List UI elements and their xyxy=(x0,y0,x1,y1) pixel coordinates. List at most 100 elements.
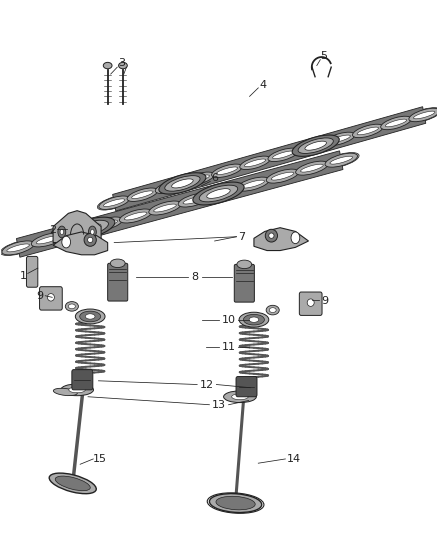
Ellipse shape xyxy=(353,124,383,138)
Ellipse shape xyxy=(49,473,96,494)
Ellipse shape xyxy=(177,192,212,208)
Ellipse shape xyxy=(324,132,355,146)
Ellipse shape xyxy=(110,259,125,268)
Ellipse shape xyxy=(301,143,322,151)
Text: 10: 10 xyxy=(222,314,236,325)
Ellipse shape xyxy=(99,196,130,209)
Ellipse shape xyxy=(379,116,413,130)
Ellipse shape xyxy=(269,233,274,238)
Polygon shape xyxy=(53,232,108,255)
Ellipse shape xyxy=(237,177,269,191)
Ellipse shape xyxy=(58,226,66,238)
Ellipse shape xyxy=(193,182,244,205)
Text: 12: 12 xyxy=(200,379,214,390)
Ellipse shape xyxy=(249,317,259,322)
Ellipse shape xyxy=(381,116,411,130)
FancyBboxPatch shape xyxy=(236,376,257,397)
Ellipse shape xyxy=(239,312,269,327)
Ellipse shape xyxy=(88,216,124,232)
Ellipse shape xyxy=(266,148,300,162)
Ellipse shape xyxy=(357,127,378,135)
Text: 4: 4 xyxy=(259,80,266,90)
Polygon shape xyxy=(17,151,343,257)
Ellipse shape xyxy=(70,220,109,237)
Ellipse shape xyxy=(78,224,101,233)
Ellipse shape xyxy=(295,140,328,154)
Ellipse shape xyxy=(215,166,239,175)
Ellipse shape xyxy=(120,209,152,223)
Ellipse shape xyxy=(126,188,159,202)
Polygon shape xyxy=(53,211,101,243)
Ellipse shape xyxy=(269,172,296,181)
Ellipse shape xyxy=(240,180,266,189)
Ellipse shape xyxy=(85,314,95,319)
Ellipse shape xyxy=(265,229,278,242)
Ellipse shape xyxy=(210,164,244,178)
Ellipse shape xyxy=(292,135,339,156)
Ellipse shape xyxy=(64,217,115,240)
Ellipse shape xyxy=(268,148,299,161)
Ellipse shape xyxy=(36,236,59,244)
Ellipse shape xyxy=(5,243,31,253)
Ellipse shape xyxy=(47,294,54,301)
Ellipse shape xyxy=(103,62,112,69)
Ellipse shape xyxy=(130,190,155,199)
Ellipse shape xyxy=(55,476,90,491)
Ellipse shape xyxy=(90,217,123,231)
Ellipse shape xyxy=(158,182,183,191)
Ellipse shape xyxy=(244,314,265,325)
Ellipse shape xyxy=(123,212,148,221)
Text: 1: 1 xyxy=(20,271,27,281)
Ellipse shape xyxy=(232,394,248,400)
Ellipse shape xyxy=(118,208,153,224)
Ellipse shape xyxy=(88,237,93,243)
Polygon shape xyxy=(113,107,426,211)
Text: 3: 3 xyxy=(119,59,126,68)
Ellipse shape xyxy=(69,387,85,393)
Ellipse shape xyxy=(93,220,119,229)
Ellipse shape xyxy=(244,159,266,167)
Ellipse shape xyxy=(235,176,271,192)
Ellipse shape xyxy=(188,175,209,183)
Ellipse shape xyxy=(323,132,357,146)
Ellipse shape xyxy=(59,224,95,240)
Ellipse shape xyxy=(119,62,127,69)
FancyBboxPatch shape xyxy=(26,256,38,287)
Text: 9: 9 xyxy=(36,290,43,301)
Ellipse shape xyxy=(178,193,211,207)
Ellipse shape xyxy=(124,212,147,220)
Ellipse shape xyxy=(75,309,105,324)
Ellipse shape xyxy=(413,111,435,119)
Ellipse shape xyxy=(300,164,323,172)
Ellipse shape xyxy=(356,126,380,135)
Ellipse shape xyxy=(80,311,101,322)
Ellipse shape xyxy=(216,167,238,175)
FancyBboxPatch shape xyxy=(108,263,128,301)
Text: 5: 5 xyxy=(320,51,327,61)
Ellipse shape xyxy=(53,388,77,395)
Ellipse shape xyxy=(187,174,211,183)
Ellipse shape xyxy=(64,228,90,237)
Ellipse shape xyxy=(211,188,237,197)
Ellipse shape xyxy=(266,305,279,315)
Ellipse shape xyxy=(238,156,272,170)
Ellipse shape xyxy=(407,108,438,123)
Ellipse shape xyxy=(242,180,265,188)
Ellipse shape xyxy=(66,228,88,236)
Ellipse shape xyxy=(409,108,438,122)
Ellipse shape xyxy=(323,152,359,168)
Ellipse shape xyxy=(165,176,200,191)
Ellipse shape xyxy=(265,168,300,184)
Ellipse shape xyxy=(60,229,64,235)
Ellipse shape xyxy=(207,189,230,198)
Ellipse shape xyxy=(208,185,240,199)
Ellipse shape xyxy=(61,225,93,239)
Ellipse shape xyxy=(2,241,34,255)
Ellipse shape xyxy=(223,391,256,402)
Ellipse shape xyxy=(91,229,94,235)
Text: 6: 6 xyxy=(211,173,218,183)
Ellipse shape xyxy=(7,244,29,252)
Ellipse shape xyxy=(271,172,294,180)
Ellipse shape xyxy=(271,150,296,159)
Ellipse shape xyxy=(65,302,78,311)
